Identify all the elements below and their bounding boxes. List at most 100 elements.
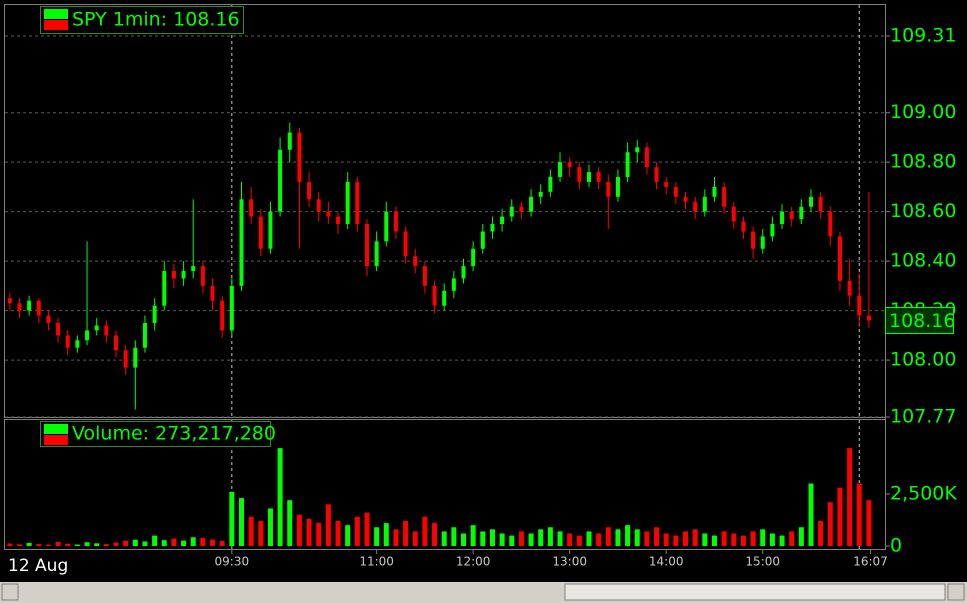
volume-bar (866, 500, 872, 546)
volume-bar (65, 543, 71, 546)
candle-body (847, 280, 852, 296)
volume-bar (441, 531, 447, 546)
volume-bar (345, 525, 351, 546)
candle-body (364, 224, 369, 267)
candle-body (171, 271, 176, 279)
candle-body (866, 315, 871, 321)
candle-body (200, 266, 205, 286)
candle-body (85, 330, 90, 341)
candle-body (432, 285, 437, 306)
candle-body (384, 211, 389, 242)
candle-body (702, 196, 707, 212)
candle-body (326, 211, 331, 217)
candle-body (654, 167, 659, 182)
marks: 109.31109.00108.80108.60108.40108.20108.… (5, 5, 957, 569)
volume-bar (557, 531, 563, 546)
volume-bar (374, 527, 380, 546)
volume-bar (432, 523, 438, 546)
candle-body (442, 290, 447, 306)
candle-body (480, 231, 485, 249)
x-tick-label: 15:00 (745, 555, 780, 569)
candle-body (297, 132, 302, 182)
down-swatch (44, 20, 68, 30)
volume-bar (740, 535, 746, 546)
volume-bar (827, 502, 833, 546)
volume-bar (654, 527, 660, 546)
candle-body (780, 211, 785, 225)
volume-bar (200, 538, 206, 546)
volume-bar (692, 529, 698, 546)
candle-body (191, 266, 196, 272)
volume-bar (267, 508, 273, 546)
volume-bar (277, 448, 283, 546)
candle-body (818, 196, 823, 212)
volume-bar (625, 525, 631, 546)
candle-body (239, 199, 244, 286)
volume-bar (354, 516, 360, 546)
candle-body (355, 181, 360, 225)
volume-bar (296, 514, 302, 546)
candle-body (500, 216, 505, 225)
candle-body (249, 199, 254, 217)
volume-bar (451, 527, 457, 546)
y-tick-label: 108.40 (890, 250, 956, 272)
volume-bar (567, 533, 573, 546)
scroll-left[interactable] (1, 583, 19, 601)
x-tick-label: 11:00 (359, 555, 394, 569)
volume-bar (480, 531, 486, 546)
candle-body (123, 350, 128, 368)
volume-title: Volume: 273,217,280 (72, 423, 276, 445)
volume-bar (210, 539, 216, 546)
candle-body (287, 132, 292, 150)
volume-bar (489, 529, 495, 546)
legend-box (40, 421, 271, 447)
volume-bar (258, 521, 264, 546)
y-tick-label: 109.00 (890, 101, 956, 123)
candle-body (644, 147, 649, 168)
candle-body (75, 340, 80, 348)
candle-body (336, 216, 341, 225)
y-tick-label: 107.77 (890, 406, 956, 428)
y-tick-label: 108.80 (890, 151, 956, 173)
volume-bar (171, 538, 177, 546)
candle-body (403, 231, 408, 257)
candle-body (258, 216, 263, 249)
candle-body (683, 196, 688, 202)
candle-body (316, 199, 321, 212)
price-title: SPY 1min: 108.16 (72, 9, 240, 31)
candle-body (635, 147, 640, 153)
volume-bar (316, 523, 322, 546)
volume-bar (509, 535, 515, 546)
scrollbar[interactable] (0, 582, 967, 603)
volume-bar (789, 531, 795, 546)
volume-bar (335, 521, 341, 546)
candle-body (712, 186, 717, 197)
volume-bar (403, 521, 409, 546)
legend-box (40, 6, 244, 34)
candle-body (142, 322, 147, 348)
candle-body (529, 196, 534, 212)
candle-body (567, 162, 572, 168)
candle-body (210, 285, 215, 301)
volume-bar (325, 504, 331, 546)
volume-bar (731, 533, 737, 546)
volume-bar (412, 531, 418, 546)
candle-body (393, 211, 398, 232)
date-label: 12 Aug (8, 556, 68, 576)
candle-body (17, 303, 22, 311)
scroll-right[interactable] (947, 583, 965, 601)
volume-bar (818, 521, 824, 546)
volume-legend: Volume: 273,217,280 (40, 421, 276, 447)
volume-bar (36, 544, 42, 546)
candle-body (538, 191, 543, 197)
volume-bar (248, 516, 254, 546)
volume-bar (586, 531, 592, 546)
volume-bar (837, 487, 843, 546)
candle-body (345, 181, 350, 225)
candle-body (374, 241, 379, 267)
candle-body (46, 315, 51, 323)
volume-bar (528, 533, 534, 546)
scroll-thumb[interactable] (564, 583, 946, 601)
